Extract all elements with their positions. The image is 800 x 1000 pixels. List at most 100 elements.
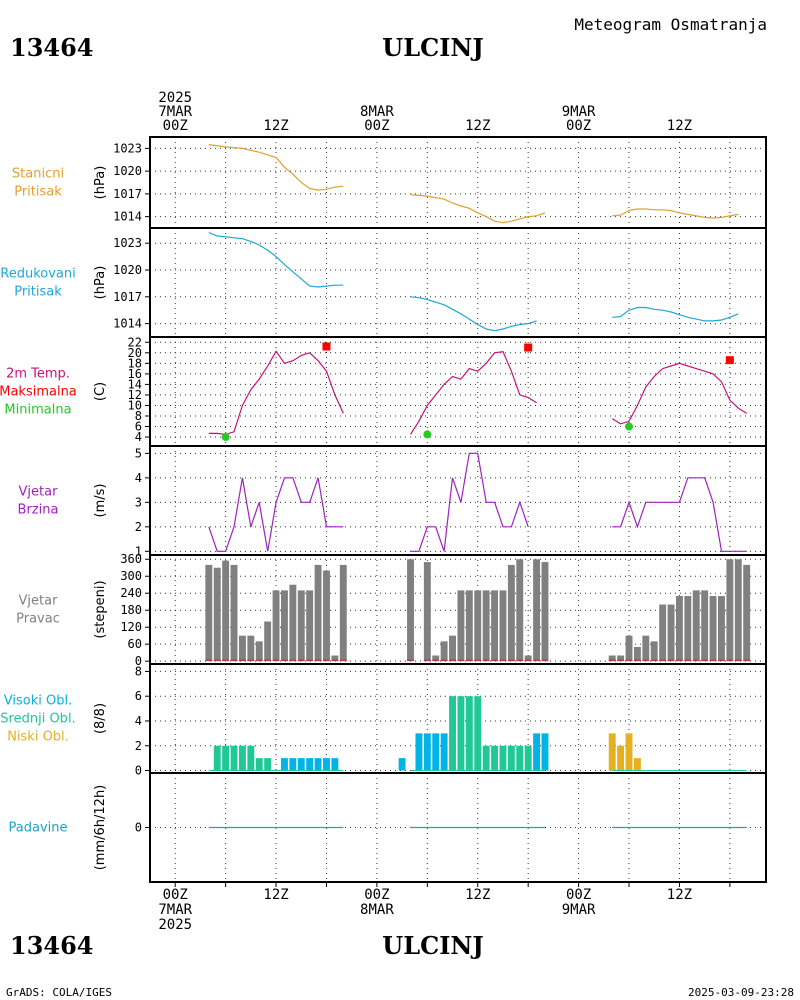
wind-direction-bar — [205, 564, 213, 662]
y-tick-label: 0 — [135, 654, 142, 668]
y-tick-label: 5 — [135, 446, 142, 460]
y-tick-label: 60 — [128, 637, 142, 651]
cloud-bar — [507, 745, 515, 771]
panel-label: Srednji Obl. — [0, 712, 75, 727]
y-tick-label: 4 — [135, 471, 142, 485]
panel-label: Brzina — [18, 503, 59, 518]
cloud-bar — [398, 758, 406, 771]
cloud-bar — [524, 745, 532, 771]
panel-label: 2m Temp. — [6, 367, 70, 382]
bottom-time-label: 2025 — [158, 917, 192, 933]
top-time-label: 7MAR — [158, 104, 192, 120]
y-axis-label: (hPa) — [93, 166, 108, 200]
bottom-time-label: 12Z — [263, 887, 288, 903]
wind-direction-bar — [339, 564, 347, 662]
top-time-label: 9MAR — [562, 104, 596, 120]
cloud-bar — [465, 696, 473, 771]
cloud-bar — [432, 733, 440, 771]
series-line — [611, 362, 748, 425]
top-time-label: 00Z — [163, 118, 188, 134]
bottom-time-label: 12Z — [465, 887, 490, 903]
y-tick-label: 16 — [128, 367, 142, 381]
cloud-bar — [608, 733, 616, 771]
station-id-top: 13464 — [10, 33, 94, 62]
maximum-marker — [524, 343, 533, 352]
y-axis-label: (m/s) — [93, 484, 108, 518]
top-time-label: 00Z — [364, 118, 389, 134]
series-line — [410, 452, 529, 552]
wind-direction-bar — [457, 590, 465, 662]
bottom-time-label: 9MAR — [562, 902, 596, 918]
wind-direction-bar — [440, 641, 448, 662]
cloud-bar — [457, 696, 465, 771]
cloud-bar — [297, 758, 305, 771]
y-tick-label: 1 — [135, 544, 142, 558]
cloud-bar — [314, 758, 322, 771]
series-line — [410, 194, 546, 224]
wind-direction-bar — [423, 562, 431, 662]
y-tick-label: 6 — [135, 689, 142, 703]
wind-direction-bar — [709, 596, 717, 662]
cloud-bar — [323, 758, 330, 771]
panel-label: Maksimalna — [0, 385, 77, 400]
wind-direction-bar — [608, 655, 616, 662]
top-time-label: 00Z — [566, 118, 591, 134]
cloud-bar — [541, 733, 549, 771]
wind-direction-bar — [675, 596, 683, 662]
wind-direction-bar — [533, 559, 541, 662]
cloud-bar — [222, 745, 230, 771]
panel-label: Vjetar — [19, 485, 59, 500]
cloud-bar — [491, 745, 499, 771]
y-tick-label: 1020 — [113, 164, 142, 178]
y-axis-label: (stepeni) — [93, 580, 108, 638]
cloud-bar — [482, 745, 490, 771]
wind-direction-bar — [491, 590, 499, 662]
minimum-marker — [423, 430, 432, 439]
station-name-top: ULCINJ — [382, 33, 483, 62]
y-tick-label: 8 — [135, 664, 142, 678]
y-tick-label: 4 — [135, 714, 142, 728]
meteogram-title: Meteogram Osmatranja — [574, 15, 767, 34]
wind-direction-bar — [684, 596, 692, 662]
cloud-bar — [499, 745, 507, 771]
cloud-bar — [255, 758, 263, 771]
wind-direction-bar — [281, 590, 288, 662]
y-tick-label: 18 — [128, 356, 142, 370]
wind-direction-bar — [213, 567, 221, 662]
y-axis-label: (mm/6h/12h) — [93, 785, 108, 871]
minimum-marker — [221, 433, 230, 442]
cloud-bar — [281, 758, 288, 771]
panel-label: Minimalna — [4, 403, 71, 418]
panel-label: Pritisak — [14, 185, 62, 200]
wind-direction-bar — [633, 647, 641, 662]
series-line — [410, 296, 537, 332]
wind-direction-bar — [701, 590, 709, 662]
wind-direction-bar — [306, 590, 314, 662]
y-tick-label: 10 — [128, 398, 142, 412]
bottom-time-label: 00Z — [364, 887, 389, 903]
wind-direction-bar — [449, 635, 456, 662]
wind-direction-bar — [482, 590, 490, 662]
cloud-bar — [306, 758, 314, 771]
series-line — [612, 208, 739, 219]
wind-direction-bar — [734, 559, 742, 662]
wind-direction-bar — [272, 590, 280, 662]
top-time-label: 2025 — [158, 90, 192, 106]
bottom-time-label: 7MAR — [158, 902, 192, 918]
y-tick-label: 240 — [120, 586, 142, 600]
cloud-bar — [213, 745, 221, 771]
bottom-time-label: 12Z — [667, 887, 692, 903]
panel-frame — [149, 445, 767, 556]
wind-direction-bar — [659, 604, 667, 662]
bottom-time-label: 00Z — [163, 887, 188, 903]
wind-direction-bar — [667, 604, 675, 662]
series-line — [208, 477, 344, 552]
y-tick-label: 1014 — [113, 317, 142, 331]
wind-direction-bar — [407, 559, 414, 662]
panel-label: Pravac — [16, 612, 60, 627]
maximum-marker — [725, 356, 734, 365]
y-tick-label: 4 — [135, 430, 142, 444]
y-tick-label: 0 — [135, 821, 142, 835]
panel-label: Visoki Obl. — [4, 694, 72, 709]
cloud-bar — [516, 745, 524, 771]
